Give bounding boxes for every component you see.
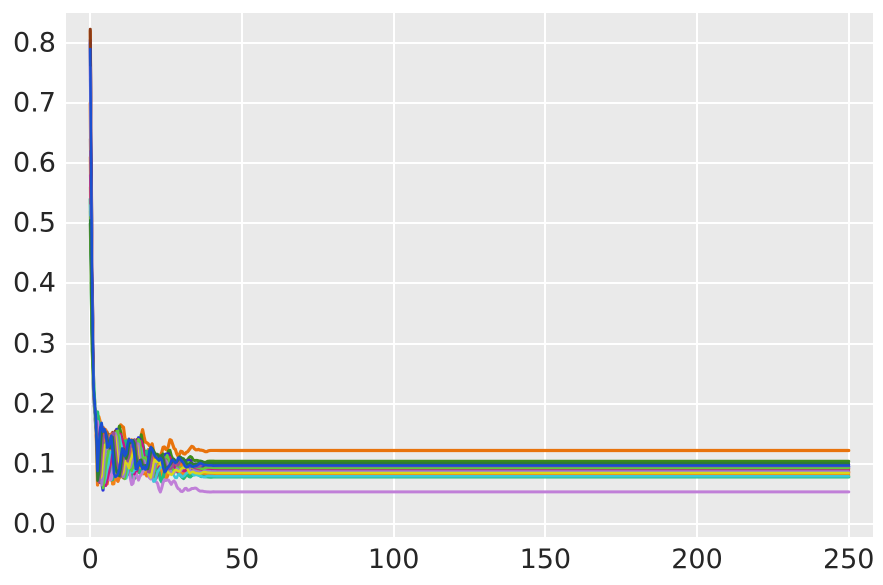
gridline-horizontal bbox=[66, 402, 873, 405]
x-tick-label: 150 bbox=[519, 544, 572, 575]
line-series bbox=[88, 41, 851, 492]
plot-area bbox=[66, 13, 873, 537]
gridline-vertical bbox=[392, 13, 395, 537]
x-tick-label: 100 bbox=[367, 544, 420, 575]
y-tick-label: 0.7 bbox=[13, 87, 56, 119]
x-tick-label: 250 bbox=[822, 544, 875, 575]
y-tick-label: 0.2 bbox=[13, 388, 56, 420]
gridline-horizontal bbox=[66, 282, 873, 285]
x-tick-label: 0 bbox=[81, 544, 99, 575]
gridline-vertical bbox=[240, 13, 243, 537]
gridline-horizontal bbox=[66, 222, 873, 225]
line-series bbox=[88, 27, 851, 484]
line-series bbox=[88, 47, 851, 479]
gridline-vertical bbox=[696, 13, 699, 537]
y-tick-label: 0.0 bbox=[13, 508, 56, 540]
y-tick-label: 0.8 bbox=[13, 27, 56, 59]
line-series bbox=[88, 185, 851, 481]
line-series bbox=[88, 101, 851, 487]
line-series bbox=[89, 225, 850, 480]
y-tick-label: 0.5 bbox=[13, 207, 56, 239]
line-series bbox=[88, 216, 851, 490]
y-tick-label: 0.1 bbox=[13, 448, 56, 480]
line-series bbox=[89, 150, 850, 484]
gridline-horizontal bbox=[66, 102, 873, 105]
gridline-horizontal bbox=[66, 162, 873, 165]
line-series bbox=[88, 173, 851, 488]
line-series bbox=[88, 209, 851, 480]
line-series bbox=[88, 155, 851, 486]
line-series bbox=[88, 65, 851, 494]
line-series bbox=[88, 197, 851, 484]
line-series bbox=[88, 29, 851, 486]
line-series bbox=[88, 203, 851, 485]
gridline-horizontal bbox=[66, 342, 873, 345]
x-tick-label: 200 bbox=[671, 544, 723, 575]
gridline-horizontal bbox=[66, 42, 873, 45]
y-tick-label: 0.6 bbox=[13, 147, 56, 179]
line-series bbox=[88, 221, 851, 485]
line-series-group bbox=[88, 27, 851, 494]
gridline-vertical bbox=[544, 13, 547, 537]
line-series bbox=[88, 77, 851, 487]
gridline-horizontal bbox=[66, 522, 873, 525]
line-series bbox=[88, 219, 851, 482]
line-series bbox=[88, 137, 851, 480]
x-tick-label: 50 bbox=[224, 544, 260, 575]
line-series bbox=[88, 38, 851, 485]
y-tick-label: 0.3 bbox=[13, 328, 56, 359]
gridline-vertical bbox=[847, 13, 850, 537]
y-tick-label: 0.4 bbox=[13, 267, 56, 299]
